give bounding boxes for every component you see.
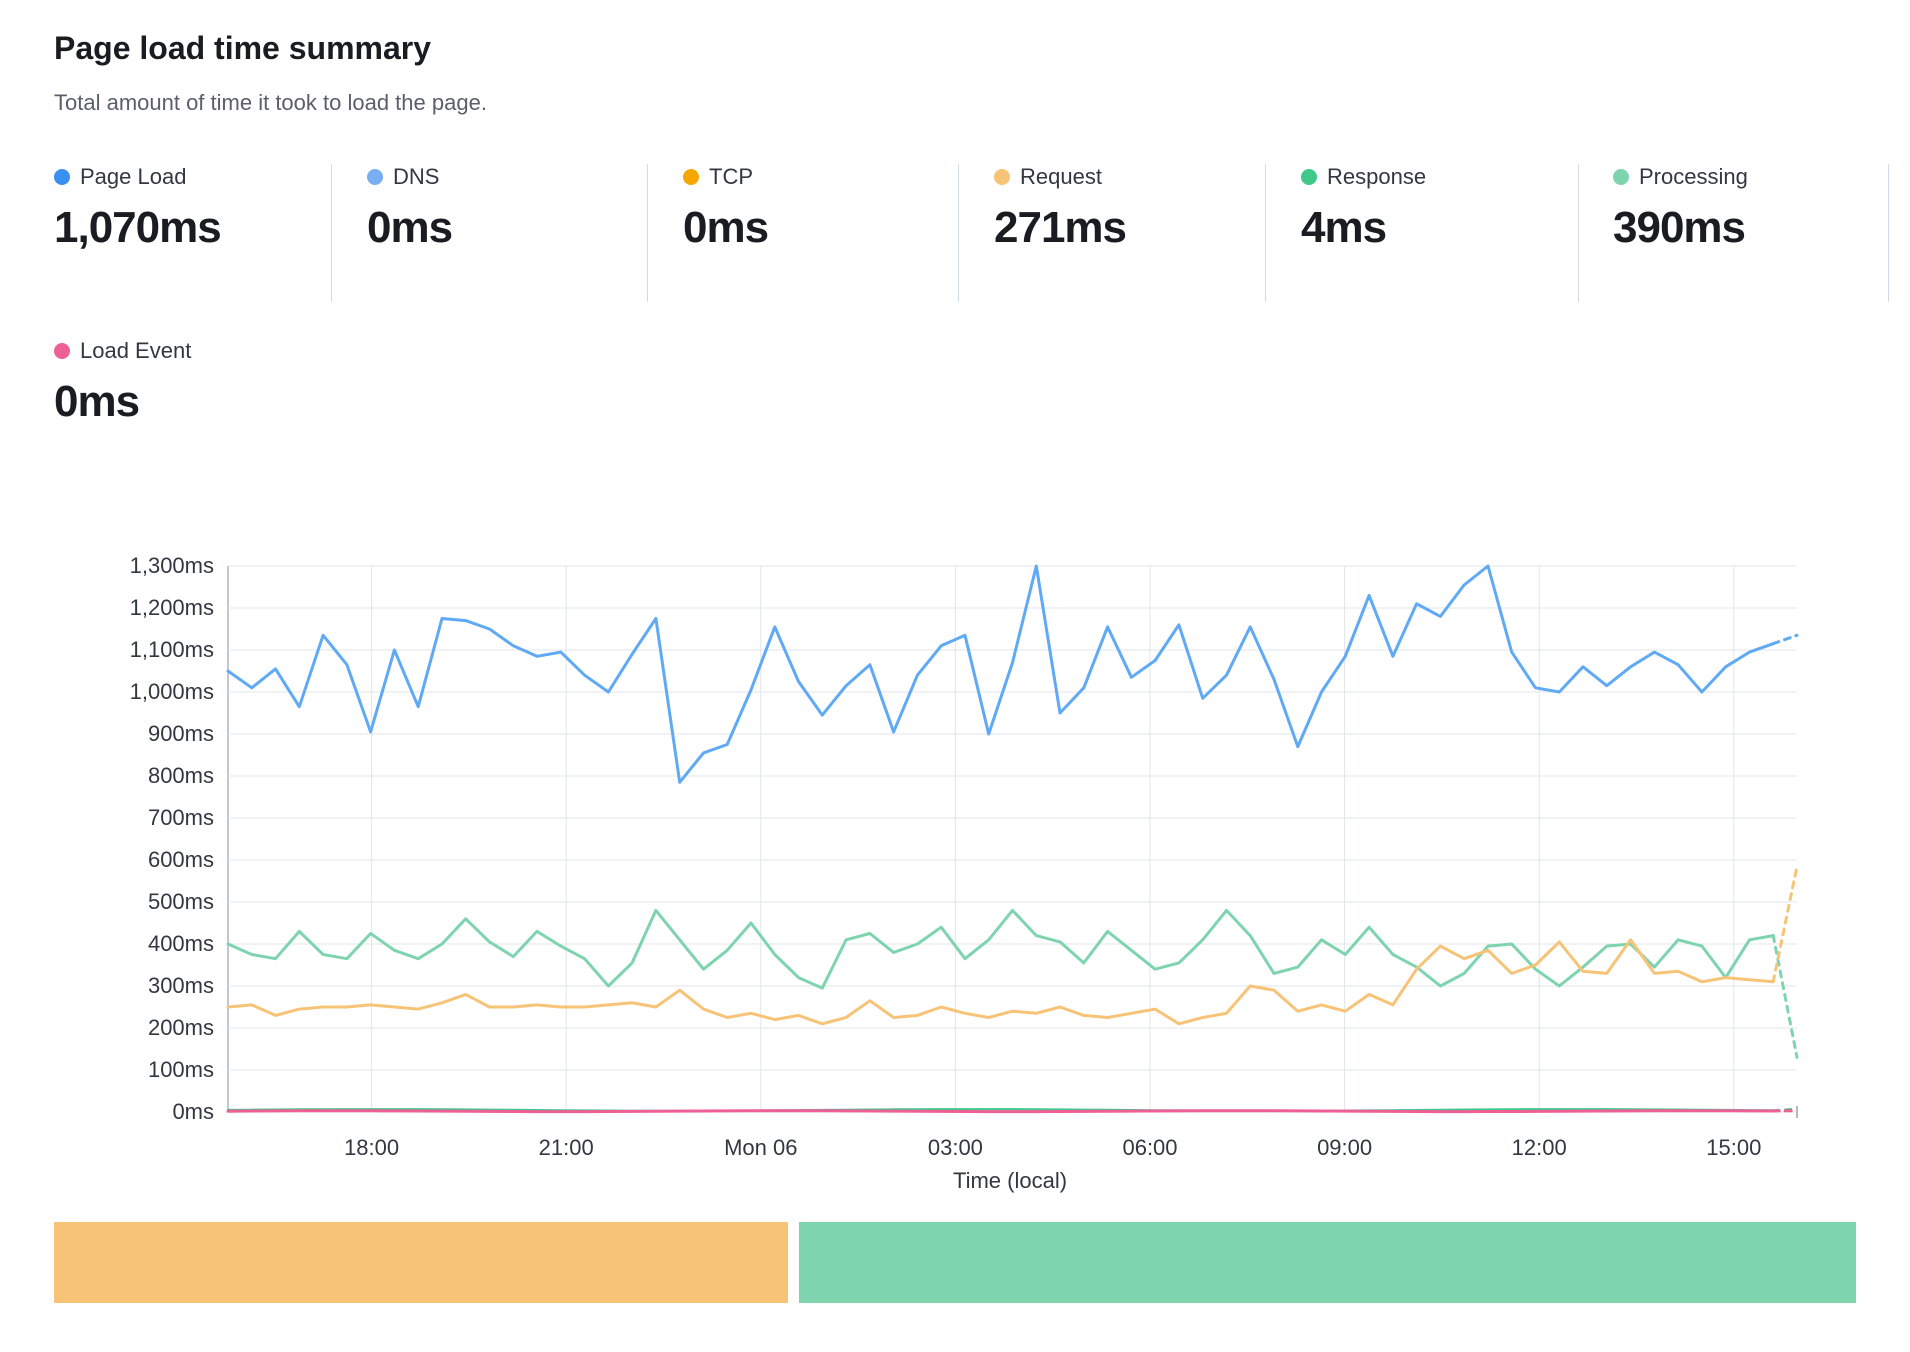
svg-text:700ms: 700ms <box>148 805 214 830</box>
svg-text:400ms: 400ms <box>148 931 214 956</box>
svg-text:12:00: 12:00 <box>1512 1135 1567 1160</box>
svg-text:09:00: 09:00 <box>1317 1135 1372 1160</box>
svg-text:Time (local): Time (local) <box>953 1168 1067 1193</box>
svg-text:500ms: 500ms <box>148 889 214 914</box>
svg-text:06:00: 06:00 <box>1122 1135 1177 1160</box>
svg-text:1,100ms: 1,100ms <box>130 637 214 662</box>
svg-text:900ms: 900ms <box>148 721 214 746</box>
svg-text:03:00: 03:00 <box>928 1135 983 1160</box>
svg-text:0ms: 0ms <box>172 1099 214 1124</box>
svg-text:1,300ms: 1,300ms <box>130 553 214 578</box>
svg-text:15:00: 15:00 <box>1706 1135 1761 1160</box>
svg-text:21:00: 21:00 <box>539 1135 594 1160</box>
svg-text:200ms: 200ms <box>148 1015 214 1040</box>
svg-text:300ms: 300ms <box>148 973 214 998</box>
svg-text:800ms: 800ms <box>148 763 214 788</box>
svg-text:18:00: 18:00 <box>344 1135 399 1160</box>
svg-text:1,200ms: 1,200ms <box>130 595 214 620</box>
svg-text:Mon 06: Mon 06 <box>724 1135 797 1160</box>
svg-text:100ms: 100ms <box>148 1057 214 1082</box>
svg-text:1,000ms: 1,000ms <box>130 679 214 704</box>
svg-text:600ms: 600ms <box>148 847 214 872</box>
